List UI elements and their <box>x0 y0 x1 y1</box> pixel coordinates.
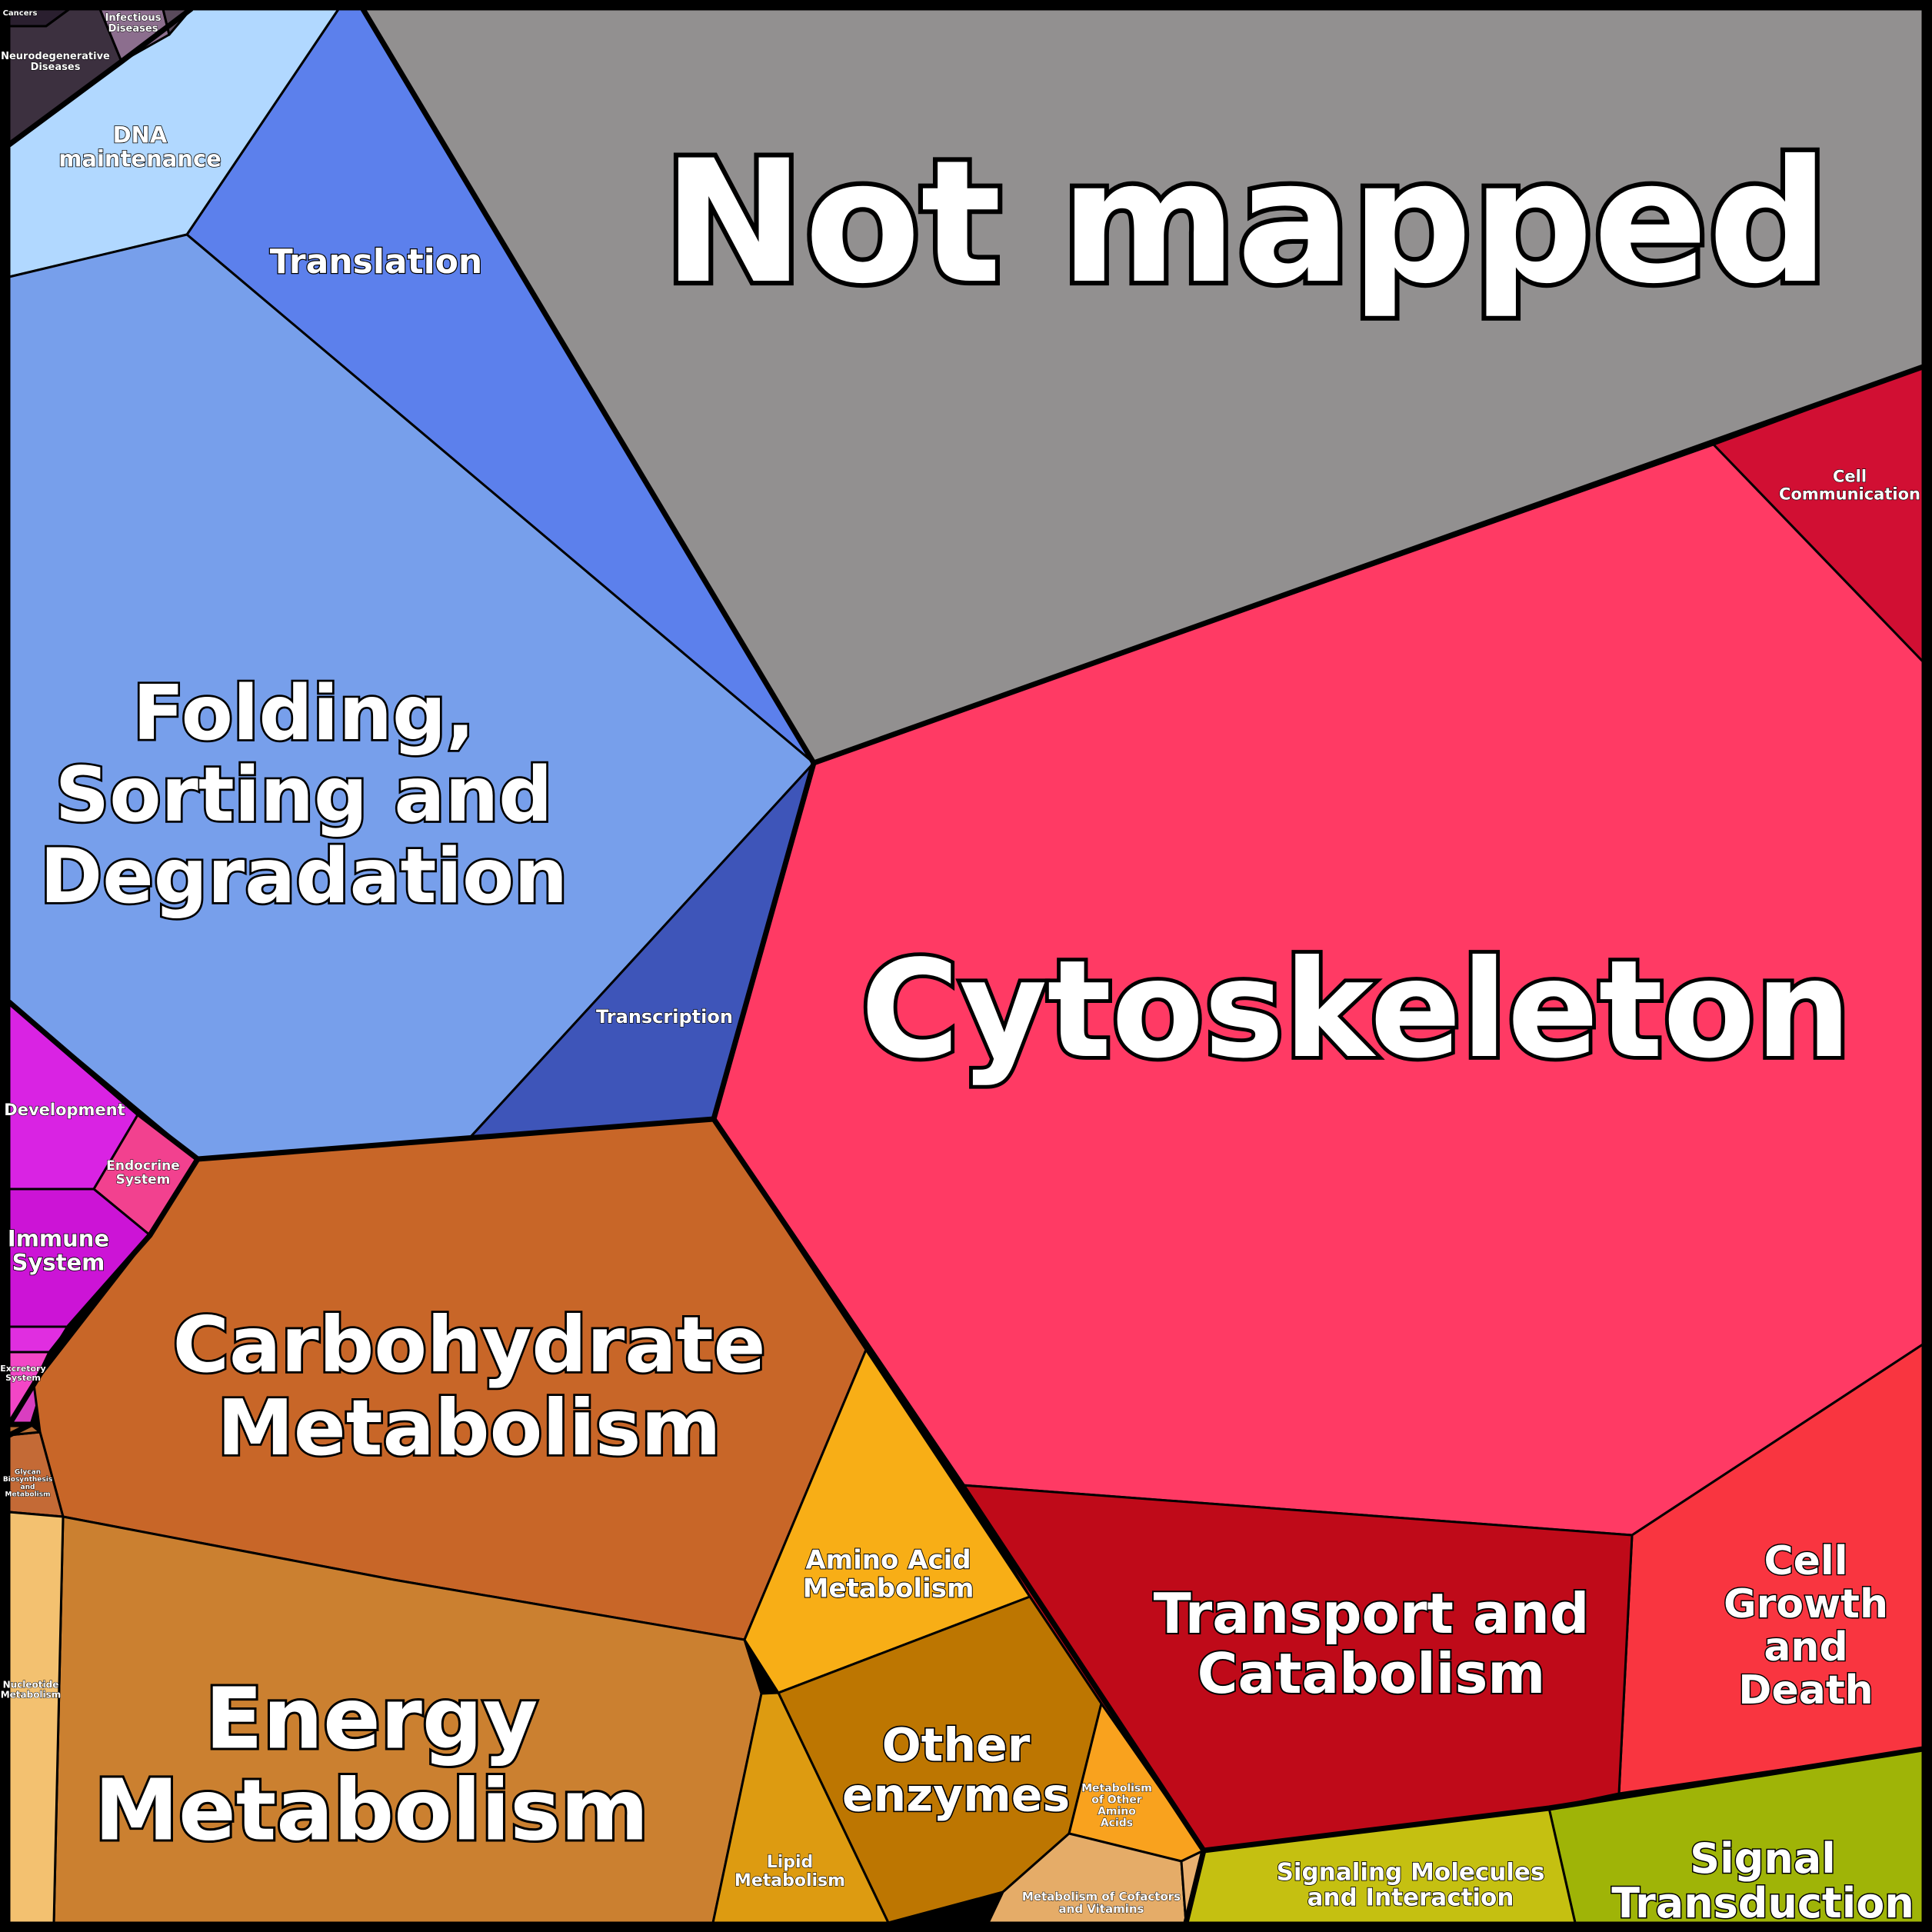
label-dna-maintenance: DNA maintenance <box>58 122 222 172</box>
label-energy: Energy Metabolism <box>95 1670 649 1860</box>
group-boundary <box>195 1116 717 1162</box>
group-boundary <box>711 760 817 1122</box>
label-immune: Immune System <box>8 1225 109 1275</box>
label-transport-catabolism: Transport and Catabolism <box>1154 1581 1590 1706</box>
label-cell-communication: Cell Communication <box>1779 468 1920 504</box>
label-amino-acid: Amino Acid Metabolism <box>803 1544 974 1604</box>
label-folding: Folding, Sorting and Degradation <box>40 670 568 921</box>
label-endocrine: Endocrine System <box>106 1158 179 1188</box>
label-carbohydrate: Carbohydrate Metabolism <box>173 1300 766 1473</box>
label-infectious: Infectious Diseases <box>105 12 162 34</box>
group-boundary <box>6 6 194 148</box>
label-cell-growth-death: Cell Growth and Death <box>1724 1538 1888 1714</box>
group-boundary <box>360 6 817 766</box>
label-neurodegenerative: Neurodegenerative Diseases <box>1 50 110 72</box>
label-signal-transduction: Signal Transduction <box>1611 1834 1914 1927</box>
label-translation: Translation <box>270 242 483 281</box>
label-transcription: Transcription <box>596 1006 733 1028</box>
group-boundary <box>6 1421 34 1438</box>
group-boundary <box>6 999 201 1427</box>
group-boundary <box>1201 1746 1926 1854</box>
label-cofactors: Metabolism of Cofactors and Vitamins <box>1022 1889 1181 1915</box>
cell-nucleotide <box>8 1511 65 1924</box>
label-cancers: Cancers <box>3 9 38 18</box>
label-not-mapped: Not mapped <box>663 124 1829 321</box>
label-development: Development <box>4 1101 125 1119</box>
label-other-amino: Metabolism of Other Amino Acids <box>1081 1782 1152 1829</box>
group-boundary <box>811 364 1926 766</box>
label-excretory: Excretory System <box>0 1364 45 1383</box>
label-glycan: Glycan Biosynthesis and Metabolism <box>3 1468 52 1498</box>
label-lipid: Lipid Metabolism <box>734 1853 845 1890</box>
label-nucleotide: Nucleotide Metabolism <box>1 1679 62 1700</box>
group-boundary <box>711 1116 1207 1926</box>
label-cytoskeleton: Cytoskeleton <box>861 932 1851 1088</box>
label-signaling-molecules: Signaling Molecules and Interaction <box>1277 1858 1545 1911</box>
label-other-enzymes: Other enzymes <box>842 1718 1070 1822</box>
